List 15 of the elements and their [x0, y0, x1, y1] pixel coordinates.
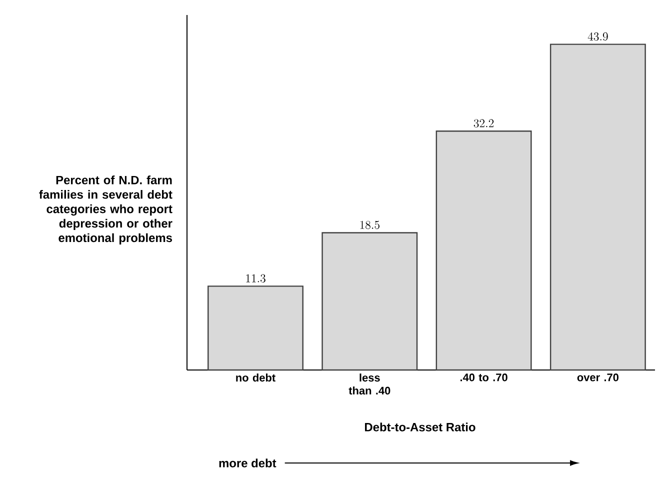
- bar: [436, 130, 532, 371]
- text: more debt: [219, 458, 276, 468]
- data-label: 32.2: [474, 119, 494, 128]
- x-tick-label: no debt: [236, 374, 276, 382]
- x-axis-title: Debt-to-Asset Ratio: [365, 422, 476, 432]
- data-label: 11 .3: [246, 274, 266, 282]
- x-tick-label: .40 to .70: [460, 374, 508, 382]
- y-axis-title: Percent of N.D. farm families in several debt categories who report depression or other emotional problems: [39, 176, 172, 244]
- data-label: 43.9: [588, 32, 608, 41]
- x-tick-label: over .70: [577, 374, 618, 382]
- bar: [550, 44, 646, 371]
- data-label: 18.5: [360, 220, 380, 230]
- x-tick-label: less than .40: [348, 374, 390, 395]
- bar: [208, 286, 304, 371]
- bar: [322, 232, 418, 371]
